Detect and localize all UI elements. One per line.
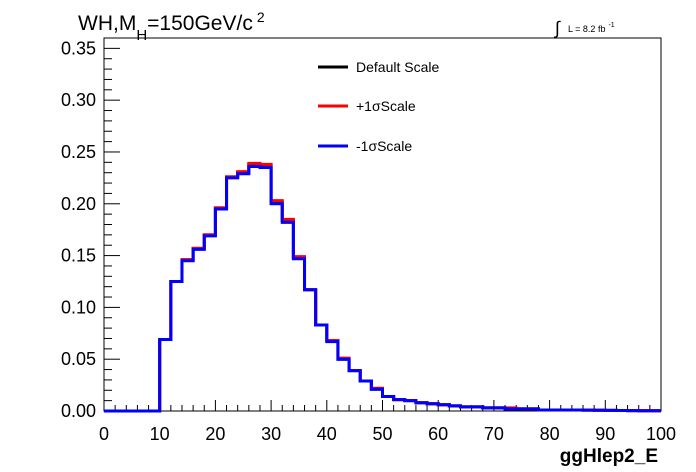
x-tick-label: 20 xyxy=(205,424,225,444)
y-tick-label: 0.30 xyxy=(61,90,96,110)
x-tick-label: 0 xyxy=(99,424,109,444)
x-tick-label: 40 xyxy=(317,424,337,444)
y-tick-label: 0.05 xyxy=(61,349,96,369)
y-tick-label: 0.25 xyxy=(61,142,96,162)
axes: 0 10 20 30 40 50 60 70 80 90 100 0.00 0.05 0.10 0.15 0.… xyxy=(61,37,676,444)
x-axis-title: ggHlep2_E xyxy=(560,446,658,467)
y-tick-label: 0.00 xyxy=(61,401,96,421)
x-tick-label: 50 xyxy=(372,424,392,444)
legend-entry: +1σScale xyxy=(318,98,416,114)
lumi-label: L = 8.2 fb -1 xyxy=(568,22,615,34)
x-tick-label: 70 xyxy=(484,424,504,444)
x-tick-label: 10 xyxy=(150,424,170,444)
y-tick-label: 0.35 xyxy=(61,38,96,58)
legend-entry: Default Scale xyxy=(318,59,439,75)
legend-label: +1σScale xyxy=(356,98,416,114)
legend-label: Default Scale xyxy=(356,59,439,75)
y-tick-label: 0.10 xyxy=(61,297,96,317)
chart-title: WH,MH=150GeV/c 2 xyxy=(78,9,265,44)
x-tick-label: 90 xyxy=(595,424,615,444)
x-tick-label: 30 xyxy=(261,424,281,444)
series-line-0 xyxy=(104,162,661,413)
x-tick-label: 100 xyxy=(646,424,676,444)
x-tick-label: 80 xyxy=(540,424,560,444)
y-tick-label: 0.15 xyxy=(61,246,96,266)
lumi-integral-symbol: ∫ xyxy=(553,18,561,38)
y-tick-label: 0.20 xyxy=(61,194,96,214)
legend-entry: -1σScale xyxy=(318,138,412,154)
plot-frame xyxy=(103,37,662,412)
legend-label: -1σScale xyxy=(356,138,412,154)
series-line-1 xyxy=(104,161,661,413)
series-line-2 xyxy=(104,164,661,413)
series-layer xyxy=(104,161,661,413)
legend: Default Scale +1σScale -1σScale xyxy=(318,59,439,154)
x-tick-label: 60 xyxy=(428,424,448,444)
